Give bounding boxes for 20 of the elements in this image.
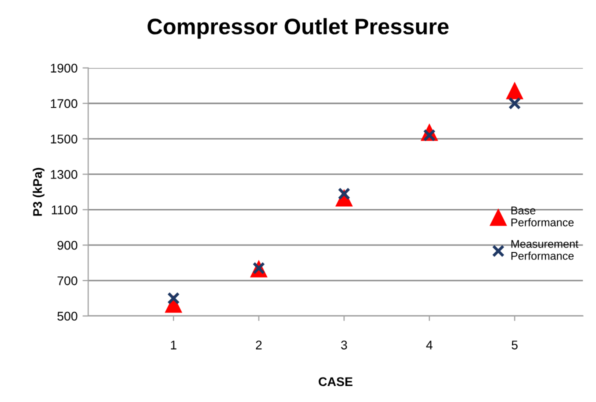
x-axis-title: CASE [318, 377, 352, 386]
y-tick-label: 1700 [50, 99, 78, 108]
y-tick-label: 900 [58, 240, 78, 250]
x-tick-label: 5 [512, 340, 518, 350]
x-tick-label: 3 [341, 340, 348, 350]
x-tick-label: 4 [426, 340, 432, 350]
y-tick-label: 1900 [50, 64, 78, 73]
legend-label: Base Performance [511, 206, 574, 226]
chart-title: Compressor Outlet Pressure [148, 18, 449, 39]
x-tick-label: 1 [170, 340, 176, 350]
legend-label: Measurement Performance [511, 240, 578, 260]
y-tick-label: 500 [57, 312, 78, 321]
y-tick-label: 1300 [50, 170, 78, 179]
y-axis-title: P3 (kPa) [32, 168, 44, 216]
point [508, 97, 521, 110]
y-tick-label: 1500 [50, 134, 78, 144]
y-tick-label: 1100 [52, 205, 78, 214]
y-tick-label: 700 [58, 276, 78, 286]
point [506, 82, 523, 100]
x-tick-label: 2 [256, 340, 262, 350]
